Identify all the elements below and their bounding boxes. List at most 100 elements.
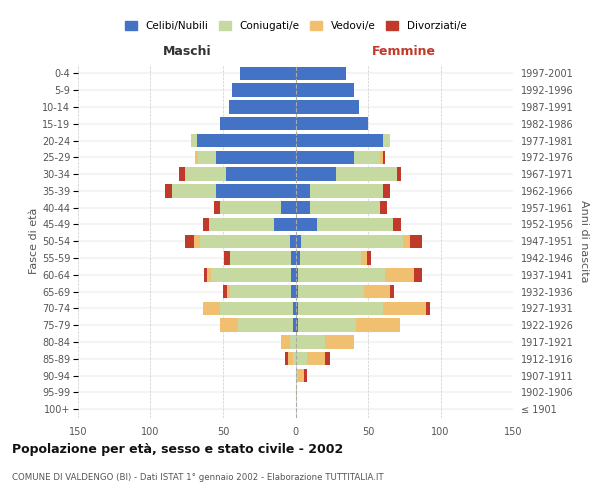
Legend: Celibi/Nubili, Coniugati/e, Vedovi/e, Divorziati/e: Celibi/Nubili, Coniugati/e, Vedovi/e, Di… xyxy=(125,21,466,31)
Bar xyxy=(288,352,293,366)
Bar xyxy=(204,268,207,281)
Bar xyxy=(185,168,226,181)
Bar xyxy=(209,218,274,231)
Bar xyxy=(207,268,211,281)
Bar xyxy=(383,134,390,147)
Bar xyxy=(336,168,397,181)
Bar xyxy=(296,302,298,315)
Bar xyxy=(397,168,401,181)
Bar xyxy=(226,168,296,181)
Bar xyxy=(229,100,296,114)
Bar xyxy=(296,285,298,298)
Bar xyxy=(196,150,199,164)
Bar xyxy=(293,352,296,366)
Bar xyxy=(367,252,371,265)
Bar xyxy=(415,268,422,281)
Bar xyxy=(380,150,383,164)
Bar xyxy=(364,285,390,298)
Bar xyxy=(296,150,353,164)
Bar xyxy=(191,134,197,147)
Bar xyxy=(216,150,296,164)
Bar xyxy=(392,218,401,231)
Bar xyxy=(286,352,288,366)
Bar xyxy=(390,285,394,298)
Bar xyxy=(298,268,385,281)
Y-axis label: Anni di nascita: Anni di nascita xyxy=(579,200,589,282)
Bar xyxy=(353,150,380,164)
Bar xyxy=(296,84,353,97)
Bar xyxy=(172,184,216,198)
Bar xyxy=(296,386,297,399)
Bar xyxy=(291,252,296,265)
Bar xyxy=(194,234,200,248)
Bar xyxy=(298,369,304,382)
Bar xyxy=(298,318,356,332)
Bar xyxy=(296,134,383,147)
Bar xyxy=(179,168,185,181)
Bar xyxy=(296,252,300,265)
Bar xyxy=(211,268,291,281)
Text: Popolazione per età, sesso e stato civile - 2002: Popolazione per età, sesso e stato civil… xyxy=(12,442,343,456)
Bar xyxy=(281,201,296,214)
Bar xyxy=(296,218,317,231)
Bar xyxy=(224,252,230,265)
Bar xyxy=(300,252,361,265)
Bar xyxy=(361,252,367,265)
Bar xyxy=(296,168,336,181)
Bar xyxy=(220,302,293,315)
Bar xyxy=(296,335,325,348)
Bar xyxy=(291,285,296,298)
Bar xyxy=(304,369,307,382)
Bar xyxy=(380,201,387,214)
Bar xyxy=(290,234,296,248)
Bar xyxy=(274,218,296,231)
Bar xyxy=(325,352,331,366)
Bar xyxy=(185,234,194,248)
Bar xyxy=(296,352,307,366)
Bar xyxy=(307,352,325,366)
Bar xyxy=(296,66,346,80)
Bar xyxy=(296,117,368,130)
Y-axis label: Fasce di età: Fasce di età xyxy=(29,208,39,274)
Bar xyxy=(290,335,296,348)
Bar xyxy=(298,302,383,315)
Bar xyxy=(325,335,353,348)
Bar xyxy=(296,318,298,332)
Bar xyxy=(216,184,296,198)
Bar xyxy=(296,268,298,281)
Bar xyxy=(356,318,400,332)
Bar xyxy=(220,318,238,332)
Bar xyxy=(383,150,385,164)
Bar xyxy=(310,184,383,198)
Text: Maschi: Maschi xyxy=(163,45,211,58)
Bar xyxy=(203,218,209,231)
Bar xyxy=(238,318,293,332)
Bar xyxy=(197,134,296,147)
Bar xyxy=(293,302,296,315)
Bar xyxy=(291,268,296,281)
Bar xyxy=(220,117,296,130)
Bar xyxy=(230,252,291,265)
Text: COMUNE DI VALDENGO (BI) - Dati ISTAT 1° gennaio 2002 - Elaborazione TUTTITALIA.I: COMUNE DI VALDENGO (BI) - Dati ISTAT 1° … xyxy=(12,472,383,482)
Bar xyxy=(383,302,426,315)
Bar xyxy=(301,234,403,248)
Bar xyxy=(296,369,298,382)
Bar xyxy=(281,335,290,348)
Bar xyxy=(383,184,390,198)
Bar xyxy=(214,201,220,214)
Bar xyxy=(296,100,359,114)
Bar xyxy=(165,184,172,198)
Bar xyxy=(385,268,415,281)
Bar xyxy=(200,234,290,248)
Bar xyxy=(293,318,296,332)
Bar xyxy=(410,234,422,248)
Bar xyxy=(310,201,380,214)
Bar xyxy=(199,150,216,164)
Bar xyxy=(241,66,296,80)
Bar xyxy=(426,302,430,315)
Bar xyxy=(220,201,281,214)
Bar xyxy=(232,84,296,97)
Bar xyxy=(230,285,291,298)
Bar xyxy=(296,184,310,198)
Bar xyxy=(203,302,220,315)
